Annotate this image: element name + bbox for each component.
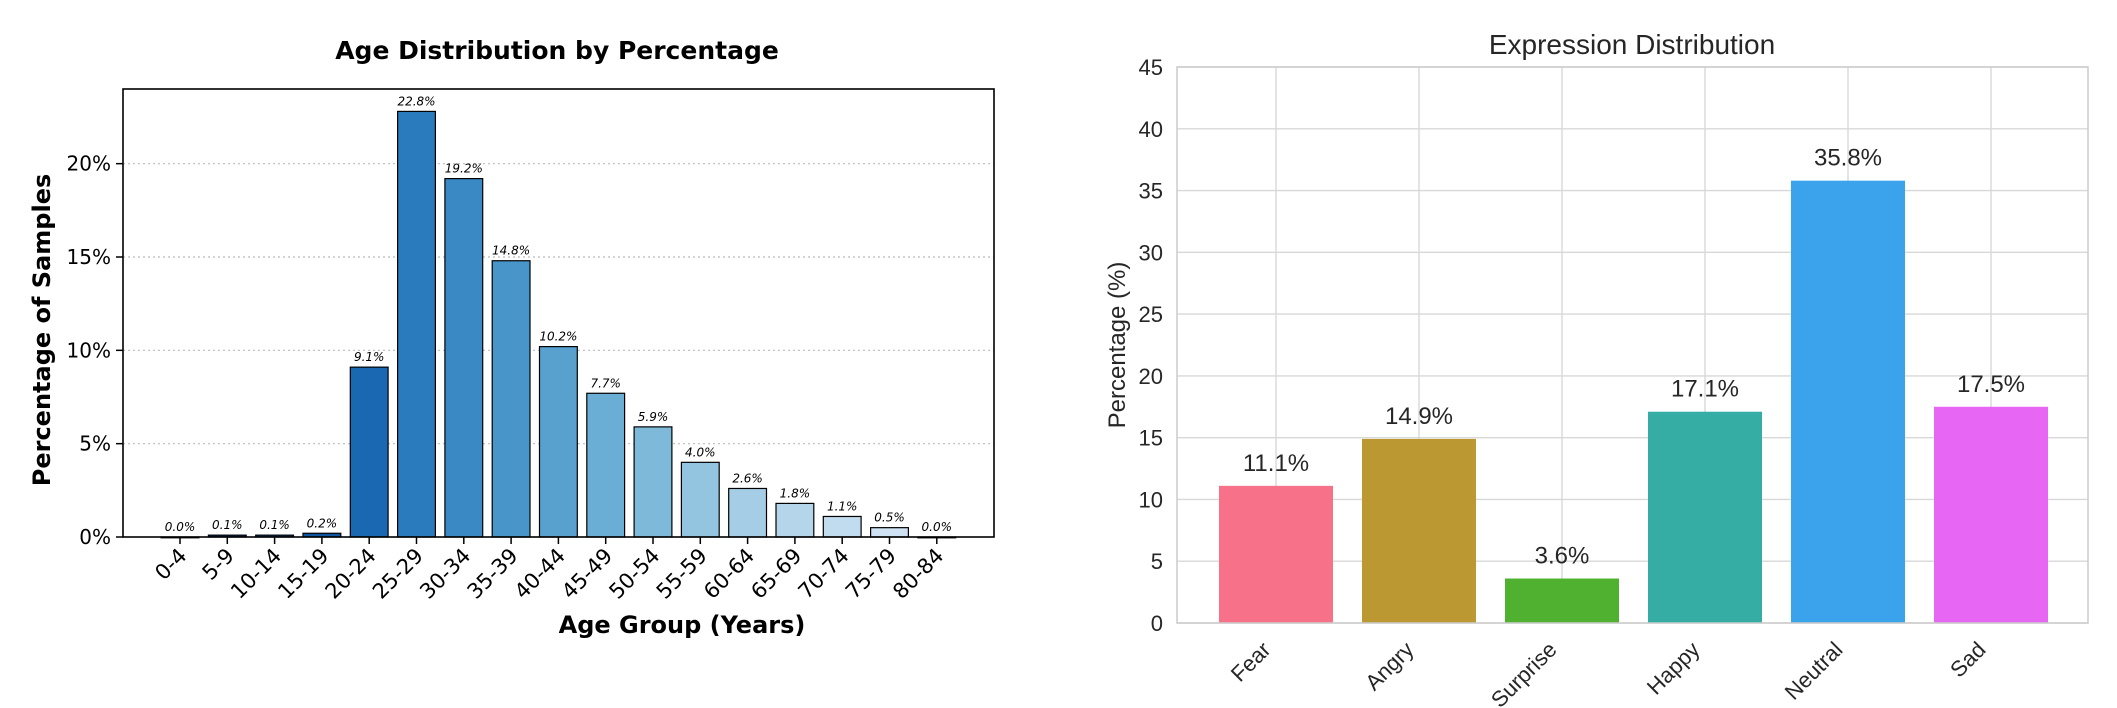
expression-bar-fear (1219, 485, 1333, 623)
expression-chart-y-tick-label: 30 (1139, 240, 1163, 265)
age-bar-data-label: 5.9% (638, 410, 669, 424)
expression-chart-y-axis-label: Percentage (%) (1104, 262, 1131, 429)
age-chart-x-tick-label: 35-39 (463, 544, 523, 604)
expression-bar-neutral (1791, 180, 1905, 623)
expression-bar-happy (1648, 411, 1762, 623)
age-chart-x-tick-label: 75-79 (841, 544, 901, 604)
age-bar-45-49 (586, 392, 626, 538)
age-bar-30-34 (444, 178, 484, 538)
age-bar-70-74 (822, 515, 862, 538)
age-bar-data-label: 0.1% (259, 518, 290, 532)
age-bar-data-label: 0.0% (922, 520, 953, 534)
expression-bar-data-label: 3.6% (1535, 543, 1590, 570)
age-bar-55-59 (680, 461, 720, 538)
age-chart-title: Age Distribution by Percentage (335, 36, 779, 65)
expression-chart-frame (1176, 66, 2089, 624)
age-bar-data-label: 7.7% (590, 376, 621, 390)
age-chart-x-tick-label: 70-74 (794, 544, 854, 604)
expression-bar-angry (1362, 438, 1476, 623)
age-bar-data-label: 19.2% (445, 162, 483, 176)
age-chart-x-tick-label: 45-49 (557, 544, 617, 604)
age-bar-50-54 (633, 426, 673, 538)
expression-bar-data-label: 14.9% (1385, 403, 1453, 430)
age-chart-x-tick-label: 80-84 (888, 544, 948, 604)
age-chart-y-tick-label: 5% (79, 432, 111, 456)
expression-bar-data-label: 17.1% (1671, 376, 1739, 403)
expression-chart-x-tick-label: Angry (1360, 637, 1418, 695)
age-bar-data-label: 0.5% (874, 511, 905, 525)
age-bar-data-label: 0.0% (165, 520, 196, 534)
expression-chart-y-tick-label: 10 (1139, 487, 1163, 512)
expression-chart-y-tick-label: 15 (1139, 426, 1163, 451)
age-bar-data-label: 1.1% (827, 499, 858, 513)
age-chart-x-tick-label: 65-69 (746, 544, 806, 604)
expression-chart-y-tick-label: 25 (1139, 302, 1163, 327)
expression-bar-sad (1934, 406, 2048, 623)
age-chart-x-tick-label: 25-29 (368, 544, 428, 604)
expression-bar-data-label: 11.1% (1243, 450, 1309, 477)
age-chart-y-tick-label: 0% (79, 525, 111, 549)
age-chart-x-tick-label: 20-24 (321, 544, 381, 604)
age-bar-60-64 (728, 487, 768, 538)
age-chart-x-tick-label: 15-19 (273, 544, 333, 604)
age-bar-data-label: 2.6% (732, 471, 763, 485)
expression-chart-x-tick-label: Surprise (1486, 637, 1562, 708)
age-bar-20-24 (349, 366, 389, 538)
age-bar-data-label: 1.8% (780, 486, 811, 500)
age-bar-data-label: 4.0% (685, 445, 716, 459)
expression-chart-y-tick-label: 0 (1151, 611, 1163, 636)
expression-chart-title: Expression Distribution (1489, 29, 1775, 60)
age-chart-x-tick-label: 5-9 (198, 544, 239, 585)
expression-chart-y-tick-label: 35 (1139, 179, 1163, 204)
age-bar-35-39 (491, 260, 531, 538)
age-bar-data-label: 0.2% (307, 516, 338, 530)
expression-chart-y-tick-label: 5 (1151, 549, 1163, 574)
age-chart-x-tick-label: 55-59 (652, 544, 712, 604)
age-chart-y-tick-label: 15% (67, 245, 111, 269)
age-chart-x-tick-label: 10-14 (226, 544, 286, 604)
age-bar-data-label: 9.1% (354, 350, 385, 364)
age-chart-y-tick-label: 20% (67, 152, 111, 176)
age-bar-data-label: 10.2% (539, 330, 577, 344)
expression-bar-data-label: 35.8% (1814, 145, 1882, 172)
age-bar-40-44 (538, 346, 578, 538)
expression-chart-y-tick-label: 40 (1139, 117, 1163, 142)
age-bar-data-label: 0.1% (212, 518, 243, 532)
age-chart-x-tick-label: 60-64 (699, 544, 759, 604)
age-chart-x-axis-label: Age Group (Years) (559, 611, 806, 639)
age-chart-x-tick-label: 0-4 (150, 544, 191, 585)
expression-chart-x-tick-label: Sad (1945, 637, 1990, 682)
expression-chart-y-tick-label: 20 (1139, 364, 1163, 389)
expression-chart-x-tick-label: Neutral (1780, 637, 1848, 705)
expression-chart-x-tick-label: Fear (1226, 637, 1276, 687)
age-distribution-chart: Age Distribution by Percentage Age Group… (28, 36, 995, 639)
age-chart-y-tick-label: 10% (67, 338, 111, 362)
age-chart-frame (122, 88, 995, 538)
age-chart-x-tick-label: 30-34 (415, 544, 475, 604)
expression-chart-x-tick-label: Happy (1642, 637, 1705, 700)
age-chart-y-axis-label: Percentage of Samples (28, 174, 56, 487)
age-chart-x-tick-label: 40-44 (510, 544, 570, 604)
expression-chart-y-tick-label: 45 (1139, 55, 1163, 80)
expression-bar-data-label: 17.5% (1957, 371, 2025, 398)
age-bar-75-79 (869, 527, 909, 538)
expression-distribution-chart: Expression Distribution Percentage (%) 1… (1104, 29, 2089, 708)
age-bar-data-label: 22.8% (397, 94, 435, 108)
age-bar-25-29 (397, 110, 437, 538)
age-bar-data-label: 14.8% (492, 244, 530, 258)
age-chart-x-tick-label: 50-54 (604, 544, 664, 604)
age-bar-65-69 (775, 502, 815, 538)
expression-bar-surprise (1505, 578, 1619, 623)
